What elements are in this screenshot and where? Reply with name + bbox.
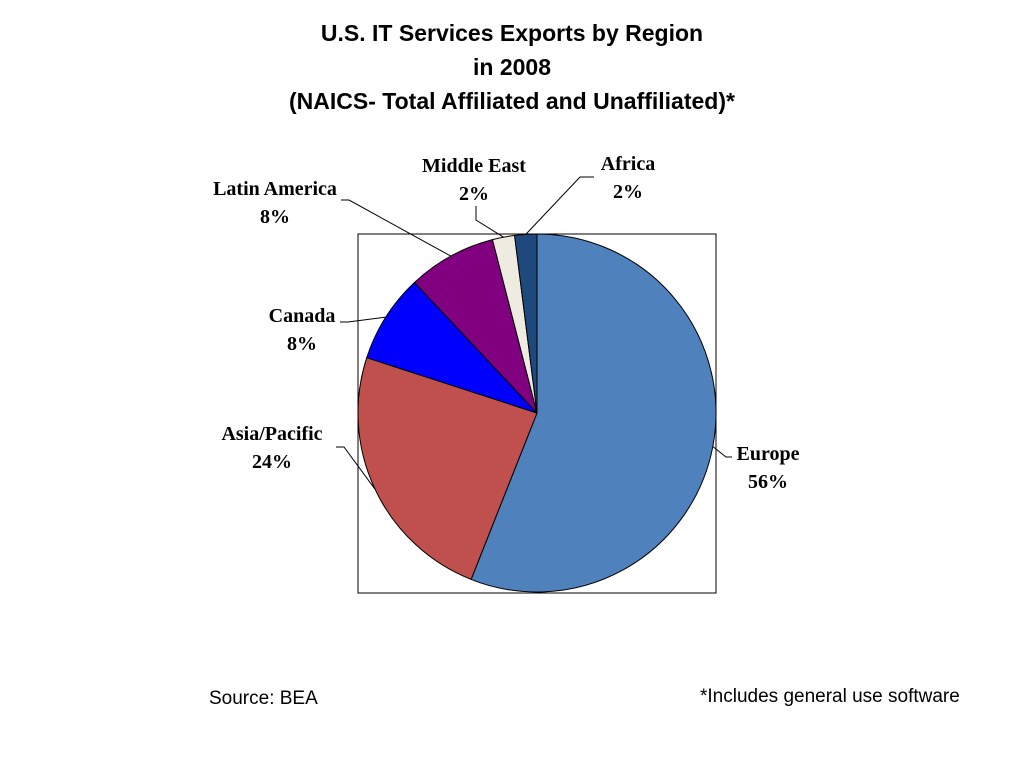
pie-slice-europe: [470, 233, 717, 593]
leader-line-middle-east: [475, 206, 504, 238]
slice-label-middle-east: Middle East: [422, 155, 526, 177]
pie-slice-canada: [366, 281, 538, 414]
source-note: Source: BEA: [209, 688, 318, 709]
slice-label-canada: Canada: [269, 305, 336, 327]
leader-line-africa: [525, 176, 594, 235]
slice-value-africa: 2%: [613, 181, 643, 203]
slice-label-asia-pacific: Asia/Pacific: [221, 423, 322, 445]
slice-value-europe: 56%: [748, 471, 788, 493]
slice-label-latin-america: Latin America: [213, 178, 337, 200]
slice-labels: Europe 56% Asia/Pacific 24% Canada 8% Latin Am…: [213, 153, 800, 493]
slice-label-africa: Africa: [601, 153, 655, 175]
chart-title: U.S. IT Services Exports by Region in 20…: [0, 16, 1024, 118]
chart-title-line-2: in 2008: [473, 54, 551, 80]
pie-slice-asia-pacific: [357, 357, 538, 581]
pie-slices: [357, 233, 717, 593]
leader-line-asia-pacific: [336, 446, 376, 490]
slice-value-middle-east: 2%: [459, 183, 489, 205]
slice-value-latin-america: 8%: [260, 206, 290, 228]
footnote: *Includes general use software: [700, 686, 960, 707]
leader-line-latin-america: [341, 199, 452, 257]
slice-label-europe: Europe: [737, 443, 800, 465]
slice-value-asia-pacific: 24%: [252, 451, 292, 473]
chart-title-line-3: (NAICS- Total Affiliated and Unaffiliate…: [289, 88, 735, 114]
slice-value-canada: 8%: [287, 333, 317, 355]
leader-line-canada: [340, 316, 386, 323]
chart-title-line-1: U.S. IT Services Exports by Region: [320, 20, 704, 46]
pie-slice-latin-america: [413, 239, 538, 414]
leader-lines: [336, 176, 732, 490]
leader-line-europe: [712, 446, 732, 458]
